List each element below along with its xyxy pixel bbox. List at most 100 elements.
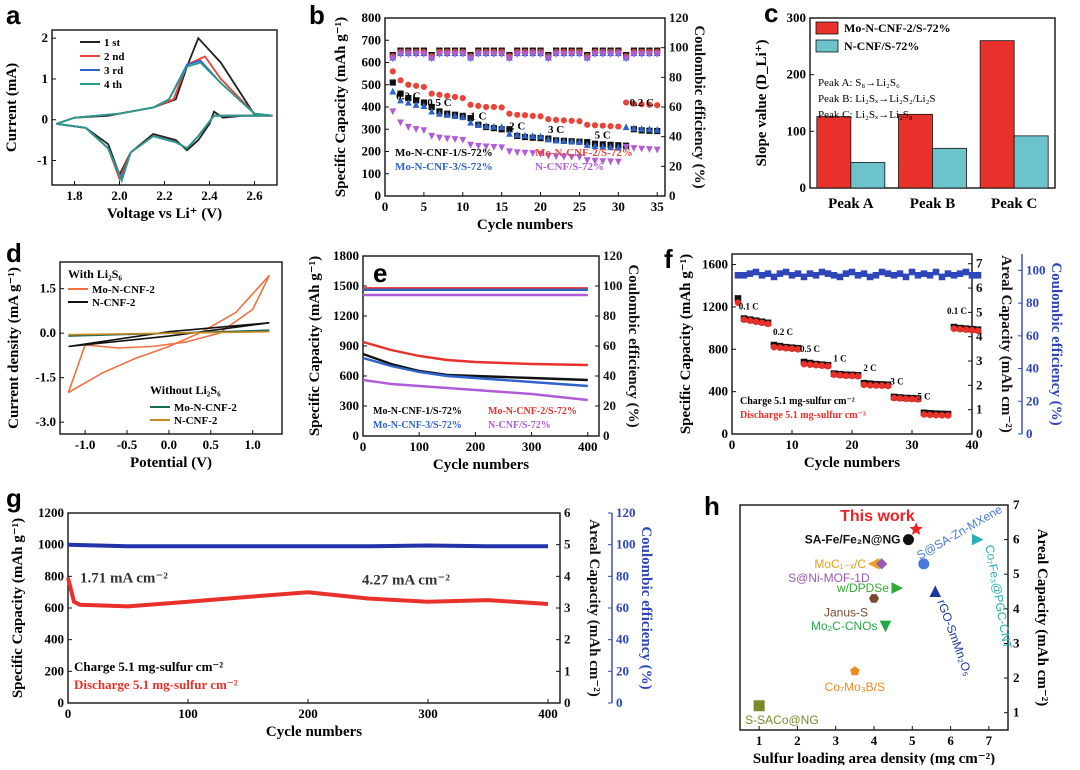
ce-point [794, 270, 802, 277]
y-tick-label: 200 [45, 663, 65, 678]
ce-point [459, 51, 467, 58]
capacity-point [506, 129, 513, 137]
rate-label: 0.1 C [739, 302, 759, 312]
legend-label: Mo-N-CNF-1/S-72% [373, 406, 462, 417]
capacity-point [475, 102, 482, 109]
ce-point [818, 268, 826, 276]
y2-tick-label: 100 [603, 278, 623, 293]
y3-tick-label: 0 [616, 695, 623, 710]
capacity-point [638, 125, 646, 132]
ce-point [638, 51, 646, 58]
ce-point [788, 271, 796, 279]
plot-frame [67, 512, 561, 704]
ce-point [583, 55, 591, 63]
x-tick-label: 2.6 [246, 188, 263, 203]
panel-a: 1.8 2.0 2.2 2.4 2.6 -1 0 1 2 Voltage vs Li⁺ (V) Cu… [0, 0, 305, 240]
data-point [879, 620, 892, 633]
rate-label: 1 C [470, 110, 486, 122]
y2-tick-label: 3 [564, 600, 571, 615]
capacity-point [521, 149, 529, 157]
ce-point [752, 268, 760, 276]
plot-frame [51, 29, 278, 186]
data-point [929, 585, 942, 598]
capacity-point [459, 95, 466, 102]
x-tick-label: 100 [409, 439, 429, 454]
plot-frame [731, 253, 973, 435]
y2-tick-label: 0 [976, 426, 983, 441]
ce-point [866, 273, 874, 281]
legend-label: 4 th [104, 79, 122, 91]
ce-point [836, 273, 844, 281]
panel-f: 0 10 20 30 40 0 400 800 1200 1600 Cycle numbers Spe… [660, 240, 1080, 485]
ce-point [884, 270, 892, 277]
y3-axis-label: Coulombic efficiency (%) [1048, 262, 1064, 425]
capacity-point [436, 91, 443, 98]
point-label: rGO-SmMn₂O₅ [934, 598, 975, 678]
x-tick-label: 300 [418, 706, 438, 721]
capacity-point [389, 79, 396, 86]
y3-tick-label: 40 [616, 632, 629, 647]
x-tick-label: 6 [947, 733, 954, 748]
ce-point [467, 55, 474, 63]
ce-point [389, 55, 397, 63]
x-tick-label: 15 [495, 199, 509, 214]
point-label: Co₇Mo₃B/S [825, 680, 885, 694]
capacity-point [544, 135, 552, 143]
y-tick-label: 200 [362, 144, 382, 159]
y-tick-label: 400 [362, 99, 382, 114]
data-point [850, 666, 860, 676]
ce-point [776, 270, 784, 277]
capacity-point [467, 141, 474, 149]
x-tick-label: 30 [906, 437, 919, 452]
ce-point [758, 271, 766, 279]
capacity-point [568, 137, 576, 145]
y-tick-label: 100 [787, 123, 807, 138]
x-tick-label: 25 [573, 199, 587, 214]
x-tick-label: 5 [421, 199, 428, 214]
y3-tick-label: 100 [616, 537, 636, 552]
y-tick-label: 2 [42, 30, 49, 45]
y-tick-label: 700 [362, 32, 382, 47]
capacity-point [552, 153, 560, 161]
bar [932, 147, 967, 189]
discharge-point [944, 412, 952, 419]
legend-label: Mo-N-CNF-2/S-72% [535, 147, 633, 159]
discharge-point [812, 361, 820, 369]
capacity-point [498, 123, 506, 131]
x-tick-label: 1 [756, 733, 763, 748]
y-tick-label: 6 [1013, 532, 1020, 547]
capacity-point [389, 87, 397, 95]
point-label: Mo₂C-CNOs [811, 619, 878, 633]
discharge-point [806, 361, 814, 368]
capacity-point [521, 131, 529, 139]
ce-point [568, 51, 576, 58]
y3-tick-label: 120 [616, 505, 636, 520]
capacity-point [506, 110, 513, 117]
ce-point [812, 271, 820, 279]
capacity-point [584, 121, 591, 128]
ce-point [764, 270, 772, 277]
chart-e: 0 100 200 300 4000300600900120015001800Cycle… [307, 248, 641, 473]
discharge-point [878, 382, 886, 390]
y3-tick-label: 60 [616, 600, 629, 615]
capacity-point [576, 137, 583, 145]
capacity-point [428, 107, 436, 115]
capacity-point [560, 117, 567, 124]
capacity-point [630, 145, 638, 152]
ce-point [576, 51, 583, 58]
y3-tick-label: 0 [1026, 426, 1033, 441]
x-axis-label: Voltage vs Li⁺ (V) [107, 206, 222, 222]
legend-swatch [815, 39, 839, 53]
x-axis-label: Potential (V) [130, 455, 212, 471]
discharge-point [836, 371, 844, 379]
x-tick-label: 3 [832, 733, 839, 748]
x-tick-label: 0 [360, 439, 367, 454]
capacity-point [482, 122, 490, 130]
data-point [891, 582, 904, 594]
legend-label: Mo-N-CNF-2/S-72% [488, 406, 577, 417]
y-tick-label: 1800 [333, 248, 359, 263]
panel-label: f [664, 244, 673, 274]
capacity-point [443, 135, 451, 143]
plot-frame [59, 261, 283, 435]
discharge-point [824, 362, 832, 370]
